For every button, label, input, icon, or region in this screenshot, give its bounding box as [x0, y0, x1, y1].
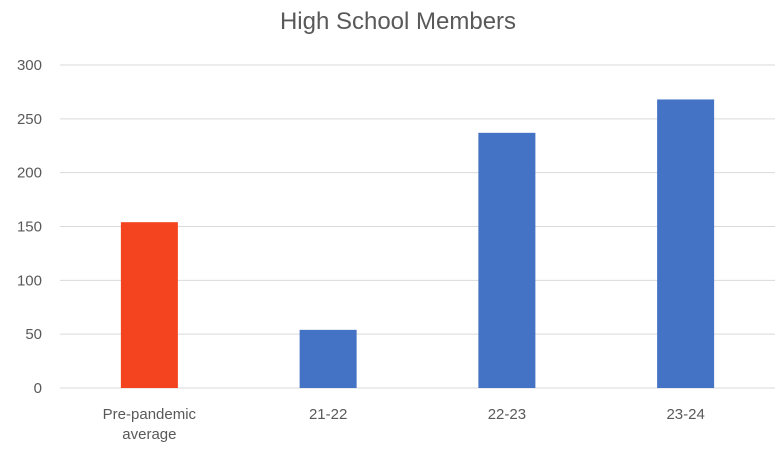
- y-tick-label: 100: [17, 272, 42, 289]
- x-tick-label: 21-22: [309, 406, 347, 423]
- chart-title: High School Members: [280, 8, 516, 35]
- x-axis-labels: Pre-pandemic average 21-22 22-23 23-24: [103, 406, 705, 443]
- y-tick-label: 150: [17, 219, 42, 236]
- y-tick-label: 0: [34, 380, 42, 397]
- bar: [478, 132, 536, 388]
- gridlines: [60, 64, 775, 389]
- x-tick-label: Pre-pandemic average: [103, 406, 197, 443]
- bar: [120, 222, 178, 388]
- y-tick-label: 200: [17, 165, 42, 182]
- bar: [657, 99, 715, 388]
- y-tick-label: 250: [17, 111, 42, 128]
- x-tick-label: 23-24: [666, 406, 704, 423]
- bars: [120, 99, 715, 388]
- x-tick-label: 22-23: [488, 406, 526, 423]
- y-axis-ticks: 0 50 100 150 200 250 300: [17, 57, 42, 397]
- y-tick-label: 300: [17, 57, 42, 74]
- y-tick-label: 50: [25, 326, 42, 343]
- bar: [299, 329, 357, 388]
